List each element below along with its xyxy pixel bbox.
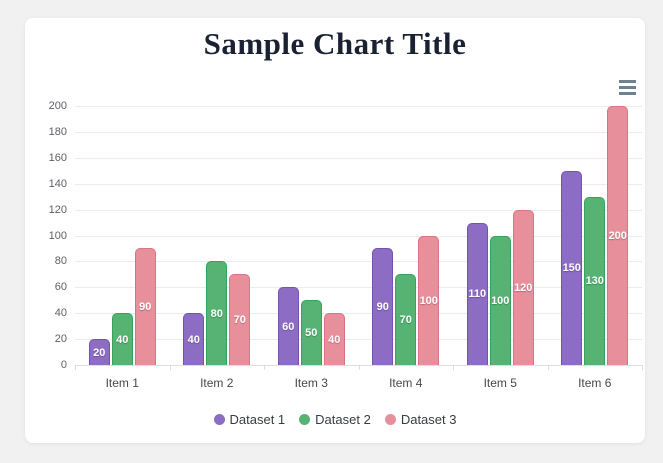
x-axis-tick [453, 365, 454, 370]
bar-dataset-1-item-5[interactable]: 110 [466, 222, 488, 365]
legend-item-dataset-2[interactable]: Dataset 2 [299, 412, 371, 427]
gridline [75, 106, 642, 107]
legend-label: Dataset 2 [315, 412, 371, 427]
legend-item-dataset-1[interactable]: Dataset 1 [213, 412, 286, 427]
bar-dataset-3-item-2[interactable]: 70 [229, 274, 251, 365]
bar-data-label: 90 [139, 301, 152, 314]
x-axis-label: Item 4 [389, 376, 423, 390]
bar-dataset-2-item-4[interactable]: 70 [395, 274, 417, 365]
bar-data-label: 150 [562, 262, 581, 275]
gridline [75, 261, 642, 263]
y-axis-label: 20 [54, 333, 67, 346]
bar-data-label: 80 [210, 307, 223, 320]
bar-data-label: 130 [585, 275, 604, 288]
bar-data-label: 50 [305, 327, 318, 340]
bar-dataset-3-item-3[interactable]: 40 [323, 313, 345, 365]
legend-label: Dataset 1 [229, 412, 286, 427]
bar-dataset-3-item-1[interactable]: 90 [134, 248, 156, 365]
bar-data-label: 60 [282, 320, 295, 333]
bar-dataset-2-item-6[interactable]: 130 [584, 196, 606, 365]
gridline [75, 183, 642, 185]
x-axis-label: Item 1 [105, 376, 139, 390]
chart-card: Sample Chart Title 0 20 40 60 80 100 120 140 160… [25, 18, 645, 443]
gridline [75, 157, 642, 159]
hamburger-menu-icon [618, 85, 636, 89]
bar-dataset-1-item-1[interactable]: 20 [88, 339, 110, 365]
bar-data-label: 20 [93, 346, 106, 359]
y-axis-label: 200 [48, 100, 67, 112]
gridline [75, 287, 642, 289]
bar-dataset-3-item-6[interactable]: 200 [607, 106, 629, 365]
y-axis-label: 160 [48, 151, 67, 164]
y-axis-label: 120 [48, 203, 67, 216]
x-axis-tick [264, 365, 265, 370]
bar-dataset-3-item-4[interactable]: 100 [418, 235, 440, 365]
hamburger-menu-icon [618, 91, 636, 95]
gridline [75, 339, 642, 341]
bar-dataset-2-item-1[interactable]: 40 [111, 313, 133, 365]
bar-chart-plot-area: 0 20 40 60 80 100 120 140 160 180 200 20 40 90 Item 1 4… [25, 18, 645, 443]
bar-dataset-2-item-5[interactable]: 100 [489, 235, 511, 365]
legend-marker-icon [384, 414, 396, 425]
chart-menu-button[interactable] [615, 76, 639, 98]
bar-data-label: 100 [419, 294, 438, 307]
legend-label: Dataset 3 [400, 412, 457, 427]
y-axis-label: 40 [54, 307, 67, 320]
bar-dataset-2-item-2[interactable]: 80 [206, 261, 228, 365]
bar-data-label: 40 [187, 333, 200, 346]
gridline [75, 209, 642, 211]
bar-dataset-1-item-6[interactable]: 150 [561, 170, 583, 365]
x-axis-tick [547, 365, 549, 370]
bar-dataset-1-item-3[interactable]: 60 [277, 287, 299, 365]
y-axis-label: 60 [54, 281, 67, 294]
chart-title: Sample Chart Title [203, 26, 467, 61]
bar-dataset-1-item-2[interactable]: 40 [183, 313, 205, 365]
gridline [75, 235, 642, 237]
y-axis-label: 140 [48, 177, 67, 190]
y-axis-label: 100 [48, 229, 67, 242]
bar-data-label: 120 [514, 281, 533, 294]
y-axis-label: 0 [60, 359, 67, 371]
bar-data-label: 70 [399, 314, 412, 327]
legend-marker-icon [299, 414, 311, 425]
y-axis-label: 80 [54, 255, 67, 268]
bar-dataset-1-item-4[interactable]: 90 [372, 248, 394, 365]
x-axis-tick [75, 365, 76, 370]
x-axis-label: Item 6 [578, 376, 612, 390]
bar-data-label: 40 [116, 333, 129, 346]
bar-data-label: 100 [491, 294, 510, 307]
bar-data-label: 110 [468, 288, 487, 301]
bar-data-label: 40 [328, 333, 341, 346]
x-axis-label: Item 5 [483, 376, 517, 390]
x-axis-tick [642, 365, 643, 370]
bar-data-label: 200 [608, 230, 627, 242]
gridline [75, 131, 642, 133]
y-axis-label: 180 [48, 125, 67, 138]
x-axis-tick [169, 365, 171, 370]
x-axis-label: Item 3 [294, 376, 328, 390]
legend-marker-icon [213, 414, 225, 425]
x-axis-label: Item 2 [200, 376, 234, 390]
bar-data-label: 70 [233, 314, 246, 327]
x-axis-tick [358, 365, 360, 370]
bar-dataset-3-item-5[interactable]: 120 [512, 209, 534, 365]
legend-item-dataset-3[interactable]: Dataset 3 [384, 412, 457, 427]
bar-data-label: 90 [376, 301, 389, 314]
chart-legend: Dataset 1 Dataset 2 Dataset 3 [25, 412, 645, 427]
hamburger-menu-icon [618, 79, 636, 83]
gridline [75, 313, 642, 315]
bar-dataset-2-item-3[interactable]: 50 [300, 300, 322, 365]
